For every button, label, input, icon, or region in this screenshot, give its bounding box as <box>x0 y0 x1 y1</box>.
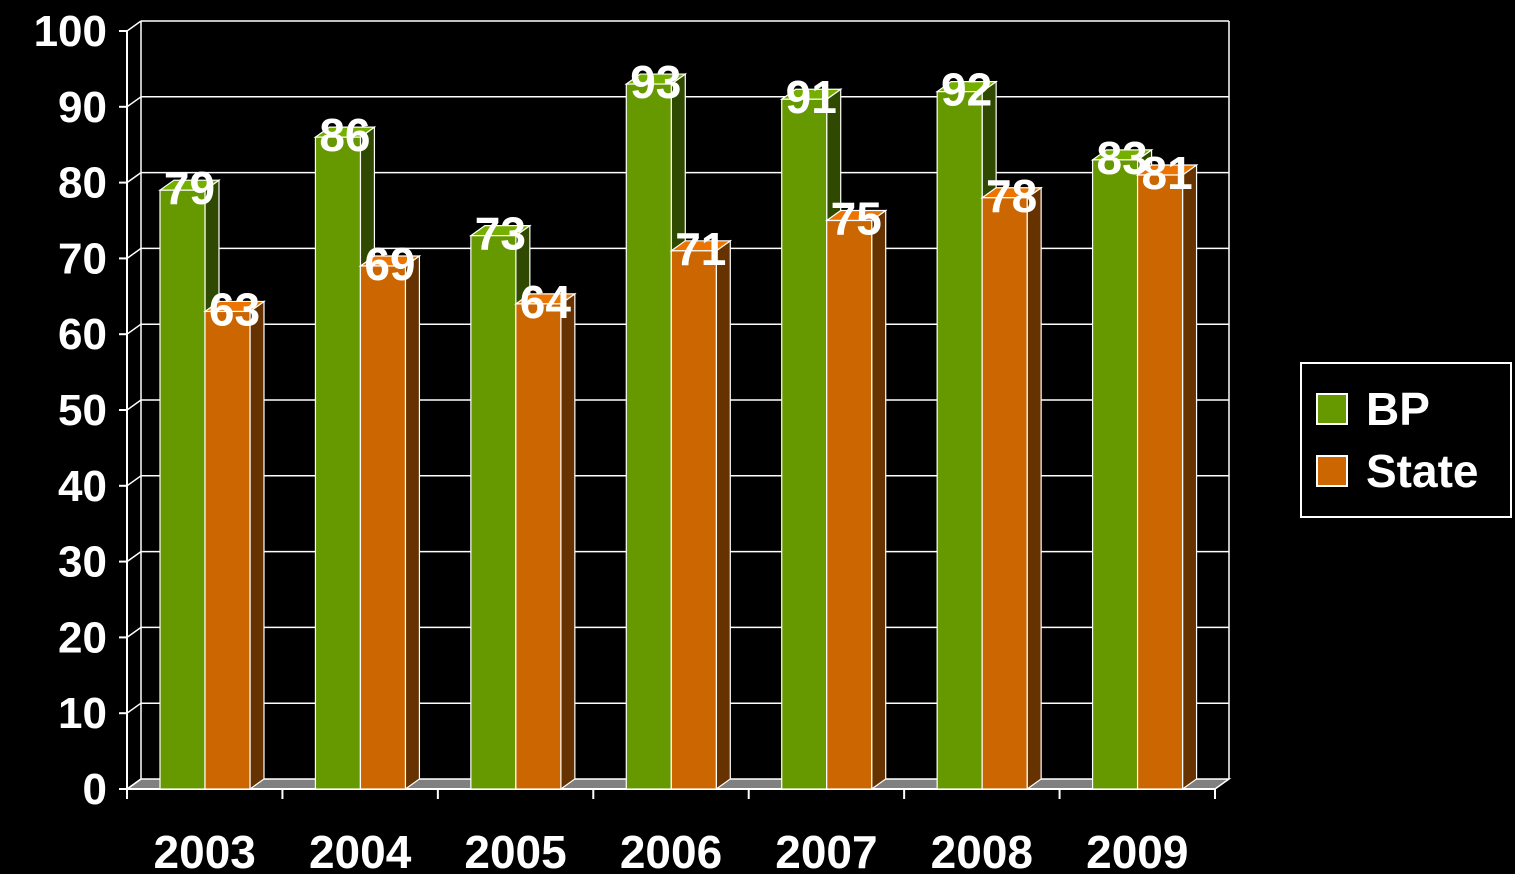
bars <box>158 72 1199 791</box>
y-tick-label: 30 <box>58 538 107 587</box>
gridline-side <box>126 399 142 411</box>
gridline-side <box>126 778 142 790</box>
y-tick-label: 20 <box>58 613 107 662</box>
data-label-state: 75 <box>831 193 882 245</box>
data-label-bp: 79 <box>164 162 215 214</box>
bar-state-2009 <box>1135 163 1199 791</box>
gridline-side <box>126 702 142 714</box>
x-tick-label: 2003 <box>154 826 256 874</box>
x-tick-label: 2008 <box>931 826 1033 874</box>
bar-front <box>670 250 717 790</box>
legend-item-bp: BP <box>1316 384 1430 434</box>
bar-front <box>781 98 828 790</box>
y-tick-label: 90 <box>58 83 107 132</box>
bar-state-2007 <box>824 209 888 791</box>
data-label-bp: 83 <box>1096 132 1147 184</box>
bar-front <box>936 91 983 790</box>
data-label-state: 63 <box>209 283 260 335</box>
legend-swatch-state <box>1316 455 1348 487</box>
gridline-side <box>126 20 142 32</box>
y-axis: 0 10 20 30 40 50 60 70 80 90 100 <box>34 7 128 814</box>
data-label-state: 64 <box>520 276 572 328</box>
bar-front <box>359 265 407 790</box>
bar-side <box>404 254 421 791</box>
gridline-side <box>126 171 142 184</box>
y-tick-label: 50 <box>58 386 107 435</box>
data-label-state: 78 <box>986 170 1037 222</box>
bar-front <box>204 310 251 790</box>
data-label-bp: 73 <box>475 208 526 260</box>
data-label-bp: 91 <box>786 71 837 123</box>
bar-front <box>470 235 517 790</box>
bar-side <box>1181 163 1198 791</box>
legend-swatch-bp <box>1316 393 1348 425</box>
y-tick-label: 40 <box>58 462 107 511</box>
data-label-state: 81 <box>1141 147 1192 199</box>
legend-label-state: State <box>1366 445 1479 497</box>
y-tick-label: 80 <box>58 159 107 208</box>
y-tick-label: 70 <box>58 234 107 283</box>
legend: BP State <box>1300 362 1512 518</box>
gridline-side <box>126 247 142 260</box>
bar-front <box>1091 159 1139 790</box>
gridline-side <box>126 626 142 639</box>
bar-side <box>715 239 731 791</box>
bar-front <box>826 219 873 790</box>
bar-side <box>249 300 265 791</box>
gridline-side <box>126 475 142 487</box>
bar-state-2008 <box>980 186 1044 791</box>
data-label-bp: 86 <box>319 109 370 161</box>
bar-side <box>1026 186 1042 791</box>
data-label-state: 71 <box>675 223 726 275</box>
bar-side <box>871 209 887 791</box>
bar-side <box>560 292 576 791</box>
x-tick-label: 2004 <box>309 826 412 874</box>
bar-front <box>625 83 672 790</box>
bar-front <box>159 189 206 790</box>
legend-label-bp: BP <box>1366 383 1430 435</box>
data-label-bp: 93 <box>630 56 681 108</box>
x-tick-label: 2006 <box>620 826 722 874</box>
bar-front <box>1136 174 1184 790</box>
gridline-side <box>126 550 142 563</box>
gridline-side <box>126 96 142 108</box>
data-label-state: 69 <box>364 238 415 290</box>
gridline-side <box>126 323 142 335</box>
x-tick-label: 2007 <box>775 826 877 874</box>
bar-front <box>314 136 362 790</box>
legend-item-state: State <box>1316 446 1478 496</box>
y-tick-label: 0 <box>83 765 107 814</box>
bar-state-2005 <box>513 292 577 791</box>
y-tick-label: 10 <box>58 689 107 738</box>
x-tick-label: 2005 <box>464 826 566 874</box>
bar-front <box>515 303 562 790</box>
bar-state-2003 <box>203 300 266 791</box>
x-tick-label: 2009 <box>1086 826 1188 874</box>
data-label-bp: 92 <box>941 64 992 116</box>
x-axis: 2003 2004 2005 2006 2007 2008 2009 <box>126 788 1216 874</box>
y-tick-label: 60 <box>58 310 107 359</box>
bar-state-2006 <box>669 239 733 791</box>
bar-state-2004 <box>358 254 422 791</box>
bar-front <box>981 197 1028 790</box>
y-tick-label: 100 <box>34 7 107 56</box>
